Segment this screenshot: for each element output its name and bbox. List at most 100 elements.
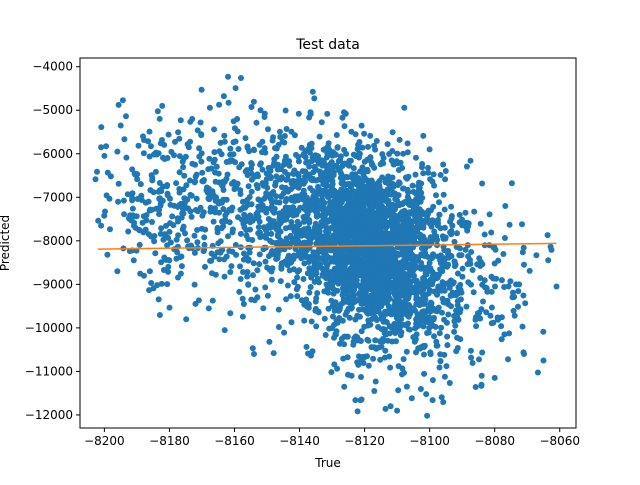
data-point xyxy=(341,279,348,286)
data-point xyxy=(389,203,396,210)
data-point xyxy=(431,232,438,239)
data-point xyxy=(357,397,364,404)
data-point xyxy=(342,218,349,225)
data-point xyxy=(206,196,213,203)
data-point xyxy=(114,268,121,275)
data-point xyxy=(396,136,403,143)
data-point xyxy=(500,251,507,257)
data-point xyxy=(244,273,251,280)
data-point xyxy=(390,220,397,226)
data-point xyxy=(115,101,122,108)
y-axis: −4000 −5000 −6000 −7000 −8000 −9000 −10000 −110… xyxy=(25,60,80,422)
data-point xyxy=(294,233,301,240)
data-point xyxy=(493,275,500,282)
y-tick-label: −6000 xyxy=(32,147,73,161)
data-point xyxy=(382,405,389,412)
data-point xyxy=(403,348,410,355)
data-point xyxy=(431,288,438,295)
data-point xyxy=(294,283,301,290)
data-point xyxy=(339,114,346,121)
data-point xyxy=(394,182,401,188)
data-point xyxy=(338,180,345,187)
data-point xyxy=(159,102,166,109)
data-point xyxy=(350,165,357,172)
data-point xyxy=(364,273,371,280)
data-point xyxy=(160,267,167,273)
data-point xyxy=(358,198,365,205)
data-point xyxy=(248,296,255,303)
data-point xyxy=(315,228,322,235)
data-point xyxy=(447,252,454,259)
data-point xyxy=(434,237,441,243)
data-point xyxy=(158,225,165,232)
data-point xyxy=(337,340,343,347)
data-point xyxy=(242,218,249,225)
data-point xyxy=(339,223,346,230)
data-point xyxy=(356,306,362,313)
data-point xyxy=(239,313,246,320)
data-point xyxy=(225,99,232,106)
data-point xyxy=(98,144,105,151)
data-point xyxy=(487,312,494,319)
data-point xyxy=(472,384,479,390)
data-point xyxy=(365,310,371,317)
data-point xyxy=(296,228,303,235)
data-point xyxy=(465,279,472,286)
data-point xyxy=(345,201,351,208)
data-point xyxy=(281,139,288,146)
data-point xyxy=(348,372,355,379)
data-point xyxy=(478,372,485,379)
data-point xyxy=(505,283,512,290)
data-point xyxy=(98,124,105,131)
data-point xyxy=(277,278,284,285)
data-point xyxy=(394,150,401,157)
data-point xyxy=(404,312,411,319)
data-point xyxy=(355,361,362,368)
data-point xyxy=(184,237,191,244)
x-tick-label: −8100 xyxy=(409,434,450,448)
data-point xyxy=(361,130,368,137)
data-point xyxy=(300,214,307,220)
data-point xyxy=(352,397,359,404)
data-point xyxy=(295,158,302,165)
data-point xyxy=(488,304,495,311)
data-point xyxy=(364,233,371,240)
data-point xyxy=(415,257,422,264)
data-point xyxy=(356,337,363,344)
data-point xyxy=(296,182,303,189)
data-point xyxy=(322,332,329,338)
data-point xyxy=(156,115,163,122)
data-point xyxy=(297,204,304,211)
data-point xyxy=(95,217,102,224)
data-point xyxy=(490,319,497,326)
data-point xyxy=(506,330,513,337)
data-point xyxy=(262,284,269,291)
data-point xyxy=(411,277,418,284)
data-point xyxy=(368,201,375,208)
data-point xyxy=(515,288,522,295)
data-point xyxy=(206,155,213,162)
data-point xyxy=(415,321,422,328)
data-point xyxy=(177,117,184,124)
data-point xyxy=(483,285,490,292)
data-point xyxy=(148,280,155,286)
data-point xyxy=(164,192,171,199)
data-point xyxy=(281,329,288,336)
data-point xyxy=(294,293,301,300)
data-point xyxy=(330,313,336,320)
data-point xyxy=(244,143,251,150)
data-point xyxy=(198,225,205,232)
y-tick-label: −5000 xyxy=(32,103,73,117)
data-point xyxy=(425,314,432,321)
data-point xyxy=(316,248,323,254)
data-point xyxy=(477,220,484,227)
data-point xyxy=(401,270,408,277)
data-point xyxy=(288,219,295,225)
data-point xyxy=(307,284,314,290)
data-point xyxy=(547,243,554,250)
data-point xyxy=(255,224,262,231)
data-point xyxy=(354,180,361,187)
data-point xyxy=(353,252,360,259)
data-point xyxy=(350,151,357,158)
data-point xyxy=(396,291,403,298)
